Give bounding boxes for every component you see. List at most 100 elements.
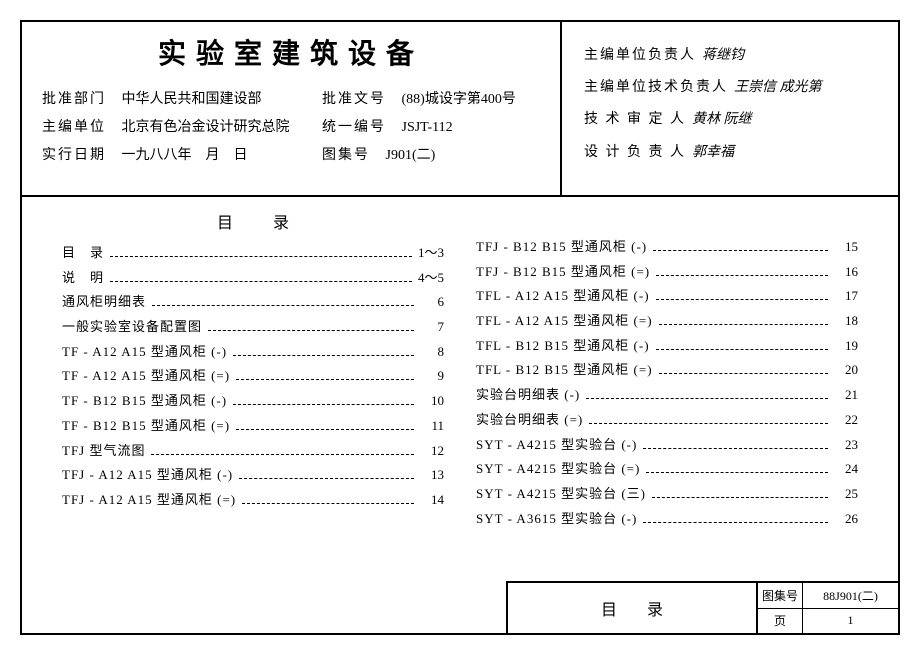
toc-leader-dashes [646,472,828,473]
toc-entry-label: 通风柜明细表 [62,290,146,315]
header-left-panel: 实验室建筑设备 批准部门 中华人民共和国建设部 批准文号 (88)城设字第400… [22,22,562,195]
approve-doc-value: (88)城设字第400号 [402,92,516,107]
toc-entry-page: 16 [834,260,858,285]
toc-entry-page: 17 [834,284,858,309]
toc-line: TFJ - A12 A15 型通风柜 (-) 13 [62,463,444,488]
toc-line: TF - A12 A15 型通风柜 (=)9 [62,364,444,389]
toc-leader-dashes [643,522,828,523]
toc-line: TF - B12 B15 型通风柜 (=)11 [62,414,444,439]
toc-line: TFJ 型气流图12 [62,439,444,464]
toc-entry-page: 25 [834,482,858,507]
toc-entry-label: SYT - A4215 型实验台 (=) [476,457,640,482]
sig4-label: 设 计 负 责 人 [584,145,686,160]
footer-atlas-value: 88J901(二) [803,583,898,608]
toc-entry-label: TF - A12 A15 型通风柜 (-) [62,340,227,365]
toc-entry-page: 10 [420,389,444,414]
toc-entry-label: 目 录 [62,241,104,266]
toc-entry-label: 一般实验室设备配置图 [62,315,202,340]
toc-entry-page: 19 [834,334,858,359]
toc-line: TFJ - B12 B15 型通风柜 (-) 15 [476,235,858,260]
toc-line: TFL - B12 B15 型通风柜 (=) 20 [476,358,858,383]
toc-entry-page: 15 [834,235,858,260]
sig3-label: 技 术 审 定 人 [584,112,686,127]
toc-entry-page: 6 [420,290,444,315]
toc-entry-page: 24 [834,457,858,482]
toc-body: 目录 目 录1～3说 明4～5通风柜明细表6一般实验室设备配置图7TF - A1… [22,197,898,583]
toc-entry-page: 20 [834,358,858,383]
toc-entry-page: 18 [834,309,858,334]
footer-atlas-label: 图集号 [758,583,803,608]
toc-entry-page: 21 [834,383,858,408]
toc-line: TFL - A12 A15 型通风柜 (=)18 [476,309,858,334]
toc-leader-dashes [653,250,828,251]
approve-dept-value: 中华人民共和国建设部 [122,92,262,107]
sig2-value: 王崇信 成光第 [734,80,822,95]
toc-line: TF - A12 A15 型通风柜 (-) 8 [62,340,444,365]
toc-line: 目 录 1～3 [62,241,444,266]
sig2-label: 主编单位技术负责人 [584,80,728,95]
toc-line: SYT - A4215 型实验台 (三)25 [476,482,858,507]
toc-line: SYT - A4215 型实验台 (=) 24 [476,457,858,482]
toc-line: TFL - B12 B15 型通风柜 (-) 19 [476,334,858,359]
toc-entry-page: 9 [420,364,444,389]
toc-line: 实验台明细表 (=) 22 [476,408,858,433]
toc-leader-dashes [152,305,414,306]
toc-header: 目录 [62,209,444,233]
toc-leader-dashes [652,497,828,498]
toc-line: 说 明 4～5 [62,266,444,291]
toc-entry-label: TFJ - B12 B15 型通风柜 (-) [476,235,647,260]
toc-entry-label: TFJ - B12 B15 型通风柜 (=) [476,260,650,285]
sig3-value: 黄林 阮继 [692,112,752,127]
document-title: 实验室建筑设备 [42,32,540,72]
header-block: 实验室建筑设备 批准部门 中华人民共和国建设部 批准文号 (88)城设字第400… [22,22,898,197]
toc-line: SYT - A3615 型实验台 (-)26 [476,507,858,532]
toc-entry-page: 26 [834,507,858,532]
main-unit-value: 北京有色冶金设计研究总院 [122,120,290,135]
meta-rows: 批准部门 中华人民共和国建设部 批准文号 (88)城设字第400号 主编单位 北… [42,86,540,170]
toc-leader-dashes [110,281,412,282]
toc-entry-label: SYT - A4215 型实验台 (-) [476,433,637,458]
toc-line: TFL - A12 A15 型通风柜 (-) 17 [476,284,858,309]
toc-entry-label: TFJ - A12 A15 型通风柜 (=) [62,488,236,513]
toc-entry-label: TFL - A12 A15 型通风柜 (-) [476,284,650,309]
toc-entry-page: 4～5 [418,266,444,291]
footer-page-label: 页 [758,609,803,634]
toc-entry-page: 14 [420,488,444,513]
toc-entry-page: 22 [834,408,858,433]
sig1-value: 蒋继钧 [702,48,744,63]
toc-leader-dashes [589,423,828,424]
toc-leader-dashes [239,478,414,479]
toc-line: TFJ - B12 B15 型通风柜 (=) 16 [476,260,858,285]
toc-leader-dashes [233,404,414,405]
toc-entry-label: TFL - B12 B15 型通风柜 (=) [476,358,653,383]
sig4-value: 郭幸福 [692,145,734,160]
toc-leader-dashes [656,299,828,300]
toc-leader-dashes [643,448,828,449]
atlas-no-value: J901(二) [386,148,436,163]
footer-title: 目录 [508,583,758,633]
impl-date-value: 一九八八年 月 日 [122,148,248,163]
impl-date-label: 实行日期 [42,148,106,163]
toc-entry-label: TF - B12 B15 型通风柜 (-) [62,389,227,414]
title-block: 目录 图集号 88J901(二) 页 1 [506,581,900,635]
toc-leader-dashes [659,324,828,325]
toc-entry-page: 13 [420,463,444,488]
main-unit-label: 主编单位 [42,120,106,135]
unified-no-value: JSJT-112 [402,120,453,135]
toc-leader-dashes [242,503,414,504]
toc-entry-label: 说 明 [62,266,104,291]
toc-leader-dashes [659,373,828,374]
toc-leader-dashes [233,355,414,356]
toc-leader-dashes [151,454,414,455]
toc-entry-label: 实验台明细表 (=) [476,408,583,433]
toc-leader-dashes [656,275,828,276]
toc-entry-label: TFL - B12 B15 型通风柜 (-) [476,334,650,359]
atlas-no-label: 图集号 [322,148,370,163]
toc-entry-label: TFJ - A12 A15 型通风柜 (-) [62,463,233,488]
header-right-panel: 主编单位负责人蒋继钧 主编单位技术负责人王崇信 成光第 技 术 审 定 人黄林 … [562,22,898,195]
toc-entry-page: 1～3 [418,241,444,266]
toc-entry-page: 8 [420,340,444,365]
toc-column-left: 目录 目 录1～3说 明4～5通风柜明细表6一般实验室设备配置图7TF - A1… [46,209,460,577]
toc-line: 一般实验室设备配置图7 [62,315,444,340]
toc-entry-label: 实验台明细表 (-) [476,383,580,408]
